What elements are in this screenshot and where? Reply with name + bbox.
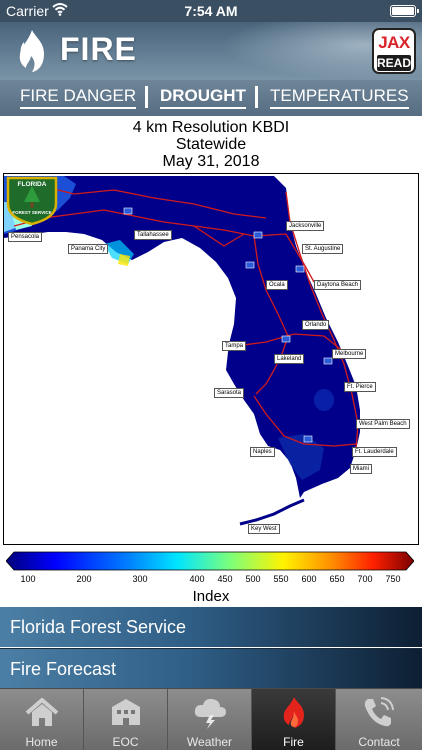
phone-icon (364, 697, 394, 727)
city-label: Key West (248, 524, 280, 534)
nav-eoc[interactable]: EOC (84, 689, 168, 750)
nav-contact[interactable]: Contact (336, 689, 422, 750)
jax-logo-text: JAX (378, 33, 410, 52)
city-label: Orlando (302, 320, 330, 330)
florida-keys (239, 498, 305, 526)
nav-fire-label: Fire (283, 735, 304, 749)
city-label: Jacksonville (286, 221, 325, 231)
colorbar-tick: 550 (273, 574, 289, 584)
tab-strip: FIRE DANGER DROUGHT TEMPERATURES (0, 80, 422, 116)
colorbar-label: Index (192, 588, 230, 605)
city-label: Lakeland (274, 354, 305, 364)
fire-icon (283, 697, 304, 728)
city-label: St. Augustine (302, 244, 344, 254)
status-bar: Carrier 7:54 AM (0, 0, 422, 22)
battery-icon (390, 5, 419, 17)
nav-fire[interactable]: Fire (252, 689, 336, 750)
eoc-building-icon (112, 699, 140, 725)
menu-fire-forecast[interactable]: Fire Forecast (0, 648, 422, 688)
map-subtitle: Statewide (175, 136, 247, 153)
city-label: Sarasota (214, 388, 245, 398)
colorbar-tick: 200 (76, 574, 92, 584)
colorbar-tick: 300 (132, 574, 148, 584)
map-title: 4 km Resolution KBDI (132, 119, 290, 136)
tab-divider (145, 86, 148, 108)
city-label: Ft. Pierce (344, 382, 376, 392)
wifi-icon (52, 3, 68, 16)
colorbar-tick: 400 (189, 574, 205, 584)
nav-weather[interactable]: Weather (168, 689, 252, 750)
flame-icon (19, 30, 44, 72)
ffs-logo-top-text: FLORIDA (18, 181, 47, 188)
city-label: Pensacola (8, 232, 43, 242)
tab-divider (255, 86, 258, 108)
nav-home-label: Home (25, 735, 58, 749)
ready-logo-text: READY (377, 55, 416, 71)
city-label: Tallahassee (134, 230, 172, 240)
colorbar-tick: 600 (301, 574, 317, 584)
city-label: Miami (350, 464, 372, 474)
city-label: Ocala (266, 280, 288, 290)
tab-fire-danger[interactable]: FIRE DANGER (20, 86, 137, 109)
city-label: West Palm Beach (356, 419, 410, 429)
nav-home[interactable]: Home (0, 689, 84, 750)
florida-forest-service-logo: FLORIDA FOREST SERVICE (6, 176, 58, 226)
nav-weather-label: Weather (186, 735, 233, 749)
interstate-shields (123, 207, 333, 443)
city-label: Tampa (222, 341, 247, 351)
map-date: May 31, 2018 (162, 153, 260, 170)
florida-map-graphic (4, 176, 360, 526)
colorbar-tick: 100 (20, 574, 36, 584)
nav-contact-label: Contact (358, 735, 400, 749)
weather-cloud-icon (194, 698, 226, 729)
jax-ready-logo[interactable]: JAX READY (372, 28, 416, 74)
home-icon (25, 698, 59, 726)
colorbar-tick: 500 (245, 574, 261, 584)
city-label: Daytona Beach (314, 280, 362, 290)
colorbar-tick: 750 (385, 574, 401, 584)
city-label: Panama City (68, 244, 109, 254)
tab-temperatures[interactable]: TEMPERATURES (270, 86, 409, 109)
ffs-logo-bottom-text: FOREST SERVICE (12, 210, 51, 215)
city-label: Ft. Lauderdale (352, 447, 397, 457)
bottom-nav: Home EOC Weather Fire Contact (0, 688, 422, 750)
colorbar-tick: 700 (357, 574, 373, 584)
carrier-label: Carrier (6, 3, 49, 19)
colorbar-tick: 650 (329, 574, 345, 584)
menu-florida-forest-service[interactable]: Florida Forest Service (0, 607, 422, 647)
kbdi-colorbar (6, 551, 414, 571)
nav-eoc-label: EOC (112, 735, 139, 749)
city-label: Melbourne (332, 349, 367, 359)
city-label: Naples (250, 447, 275, 457)
clock: 7:54 AM (184, 3, 238, 19)
colorbar-tick: 450 (217, 574, 233, 584)
lake-okeechobee (314, 389, 334, 411)
page-title: FIRE (60, 31, 137, 67)
app-header: FIRE JAX READY (0, 22, 422, 80)
florida-landmass (4, 176, 360, 498)
tab-drought[interactable]: DROUGHT (160, 86, 246, 109)
kbdi-map[interactable]: Pensacola Panama City Tallahassee Jackso… (3, 173, 419, 545)
